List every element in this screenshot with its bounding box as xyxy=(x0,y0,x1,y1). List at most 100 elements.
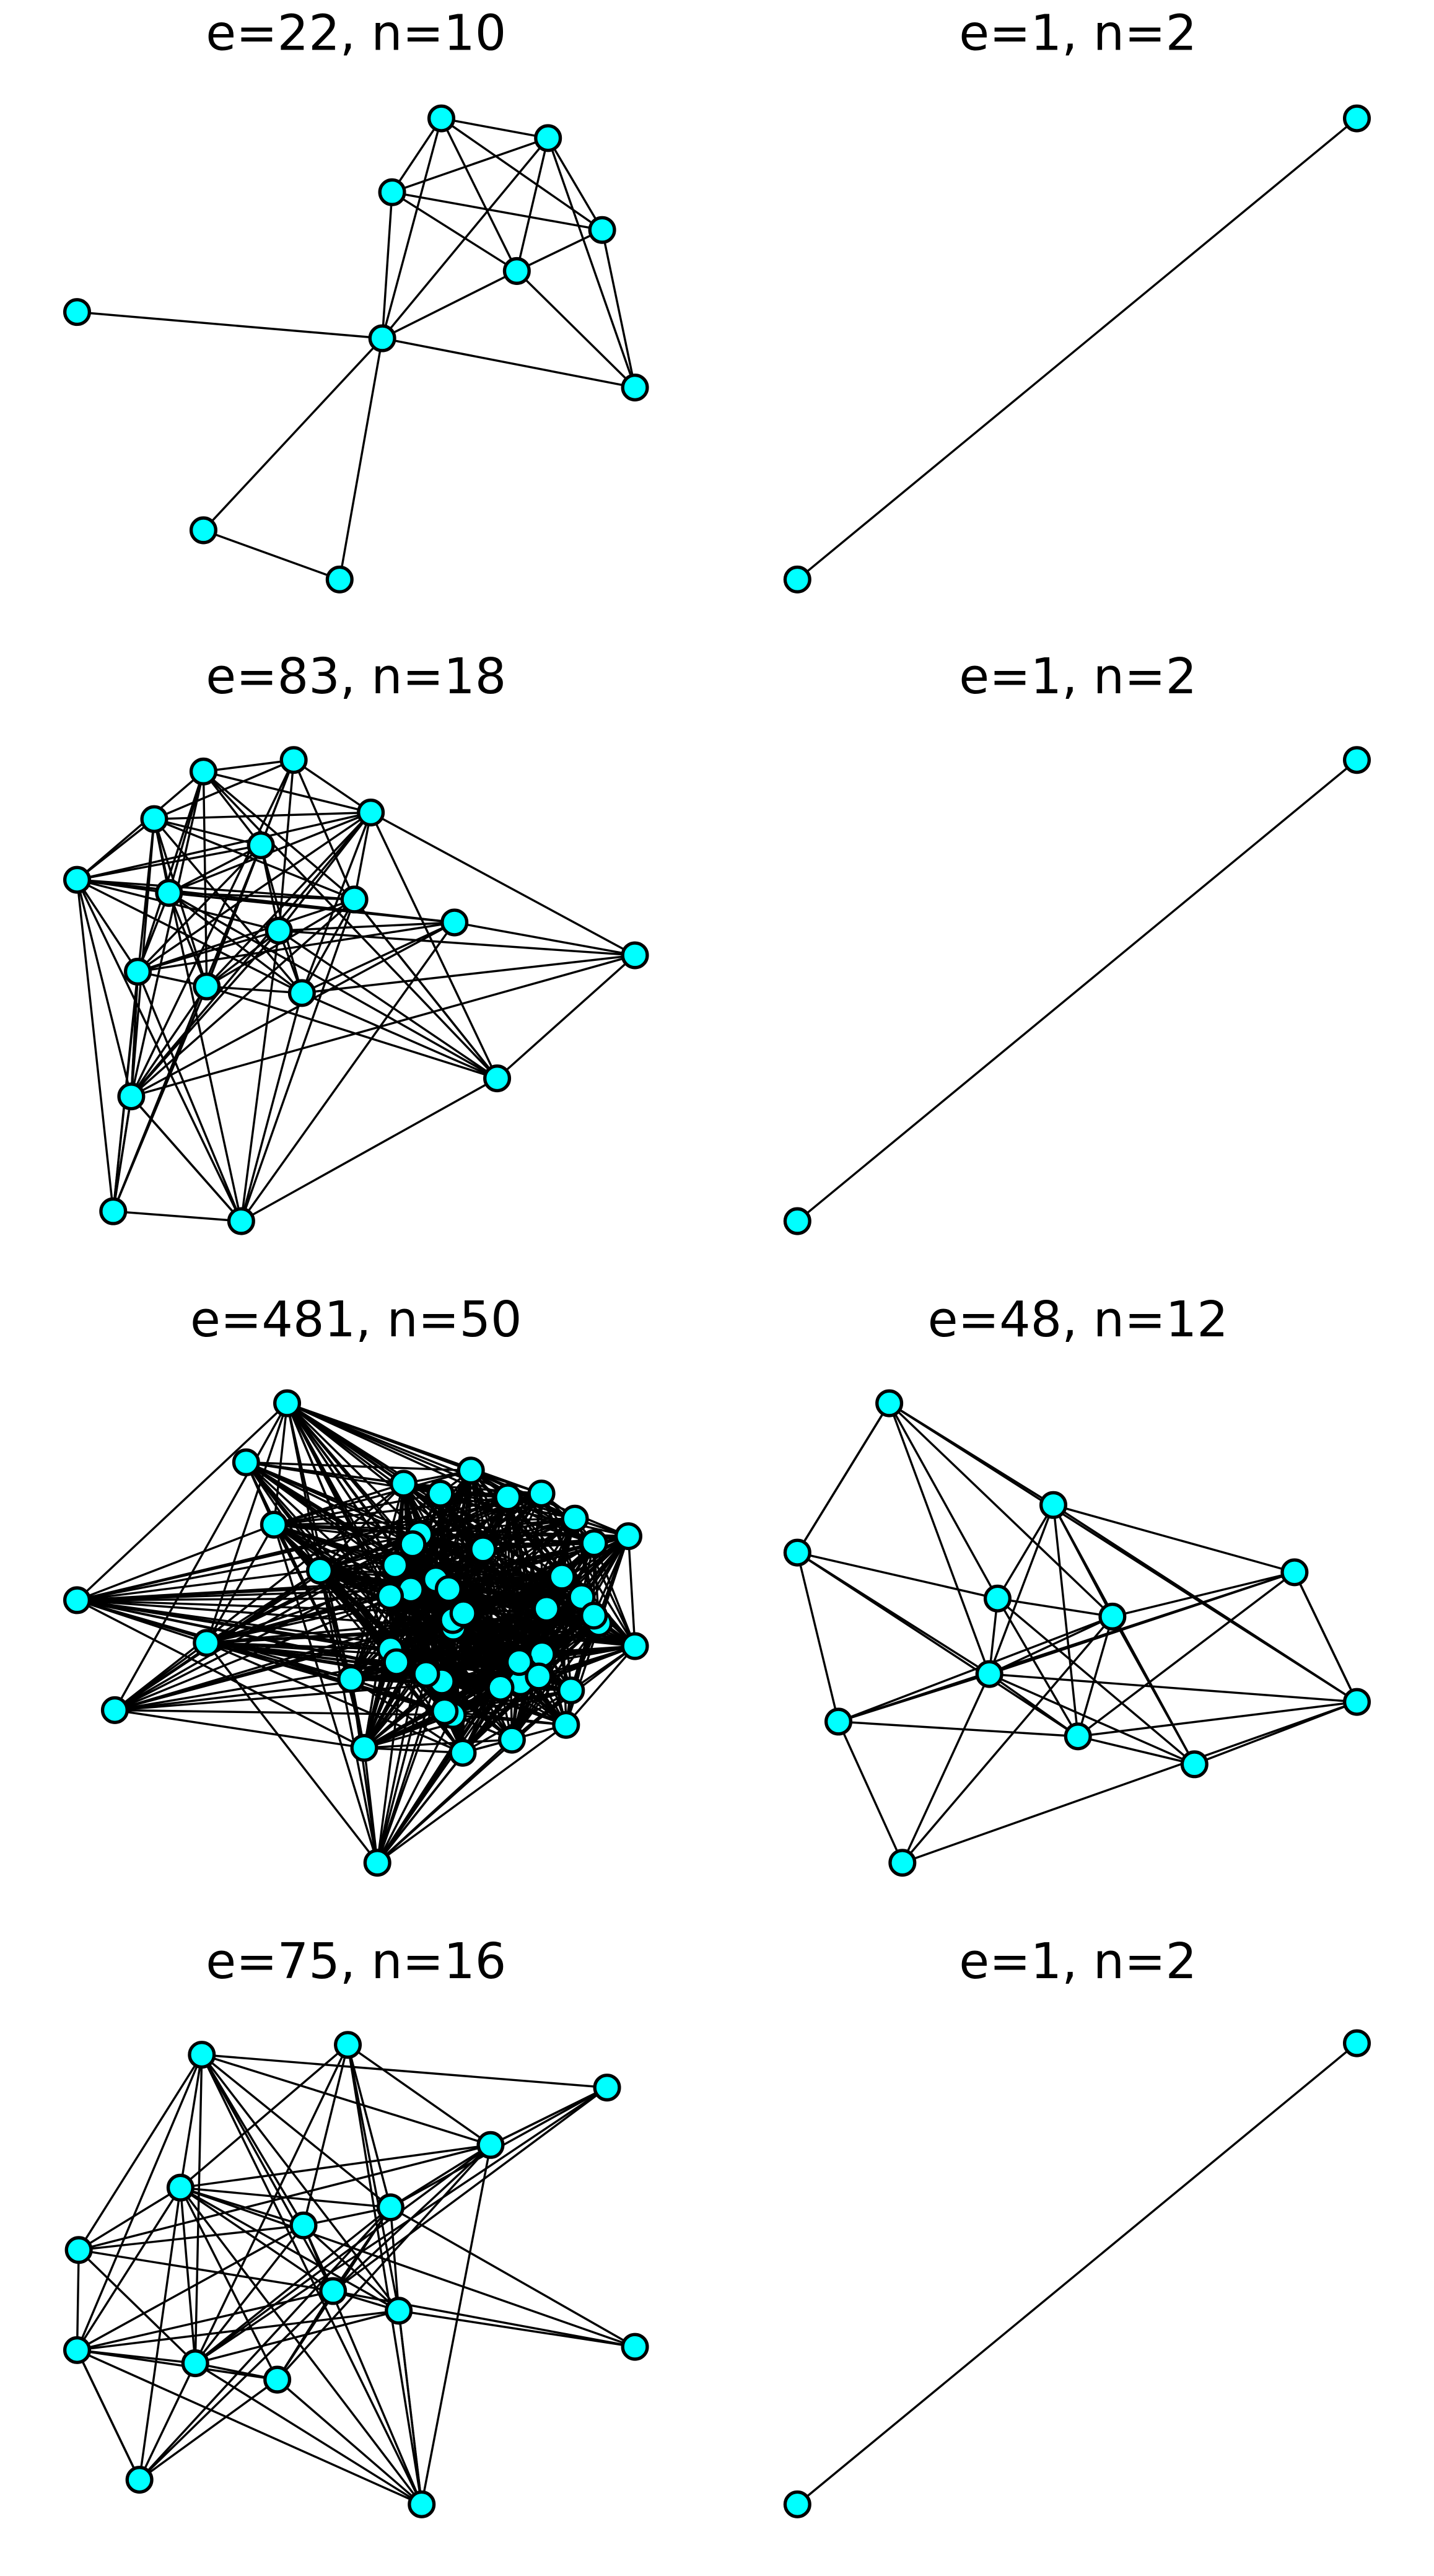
node xyxy=(142,807,167,831)
node xyxy=(562,1506,587,1531)
node xyxy=(190,2043,214,2067)
node xyxy=(623,2334,647,2359)
edge xyxy=(241,1079,497,1221)
graph-panel: e=83, n=18 xyxy=(65,647,647,1233)
edge xyxy=(77,312,382,338)
node xyxy=(623,375,647,400)
node xyxy=(500,1727,525,1752)
edge xyxy=(797,1553,997,1598)
node xyxy=(378,2195,403,2220)
node xyxy=(327,567,352,592)
node xyxy=(1100,1605,1125,1629)
node xyxy=(534,1597,559,1621)
node xyxy=(582,1531,606,1556)
node xyxy=(432,1699,457,1724)
node xyxy=(549,1564,574,1589)
node xyxy=(595,2075,619,2100)
node xyxy=(66,2238,91,2263)
edge xyxy=(442,118,603,230)
edge xyxy=(77,1403,287,1600)
edge xyxy=(797,1553,838,1722)
node xyxy=(504,259,529,284)
edge xyxy=(241,993,302,1221)
node xyxy=(281,748,306,773)
panel-title: e=22, n=10 xyxy=(206,4,506,62)
edge xyxy=(390,2207,398,2311)
node xyxy=(308,1558,333,1583)
edge xyxy=(371,813,635,955)
graph-panel: e=1, n=2 xyxy=(785,647,1369,1233)
edge xyxy=(77,880,113,1211)
node xyxy=(785,1540,810,1565)
edge xyxy=(1078,1702,1357,1737)
node xyxy=(458,1458,483,1483)
node xyxy=(103,1698,128,1723)
edge xyxy=(77,2188,180,2350)
edge xyxy=(797,1403,889,1553)
edge xyxy=(797,118,1357,579)
edge xyxy=(77,2225,304,2350)
node xyxy=(127,2468,152,2492)
node xyxy=(191,759,216,784)
node xyxy=(877,1391,902,1416)
node xyxy=(359,800,383,825)
panel-title: e=1, n=2 xyxy=(959,647,1197,705)
node xyxy=(890,1851,915,1875)
node xyxy=(101,1199,126,1224)
graph-panel: e=1, n=2 xyxy=(785,1932,1369,2517)
edge xyxy=(278,2380,422,2504)
node xyxy=(436,1577,461,1601)
node xyxy=(1345,748,1370,773)
node xyxy=(496,1485,520,1510)
node xyxy=(977,1662,1002,1686)
graph-panel: e=1, n=2 xyxy=(785,4,1369,592)
edge xyxy=(304,2225,422,2504)
edge xyxy=(195,2045,348,2364)
node xyxy=(1182,1752,1207,1777)
graph-panel: e=48, n=12 xyxy=(785,1290,1369,1875)
node xyxy=(590,217,614,242)
edge xyxy=(77,880,131,1097)
node xyxy=(248,833,273,858)
node xyxy=(384,1650,409,1675)
edge xyxy=(797,760,1357,1221)
node xyxy=(986,1586,1010,1611)
node xyxy=(536,126,561,151)
node xyxy=(195,1631,219,1655)
node xyxy=(387,2298,411,2323)
edge xyxy=(382,338,635,387)
node xyxy=(442,910,467,935)
node xyxy=(65,867,90,892)
node xyxy=(65,300,90,325)
edge xyxy=(839,1674,990,1722)
node xyxy=(383,1553,408,1578)
edge xyxy=(989,1674,1078,1737)
edge xyxy=(890,1403,1113,1616)
edge xyxy=(77,2250,79,2350)
edge xyxy=(399,2311,635,2347)
edge xyxy=(797,2043,1357,2504)
panel-title: e=75, n=16 xyxy=(206,1932,506,1990)
node xyxy=(623,1634,647,1658)
node xyxy=(428,1481,453,1506)
node xyxy=(234,1450,258,1475)
node xyxy=(391,1471,416,1496)
node xyxy=(1282,1560,1307,1585)
node xyxy=(826,1709,851,1734)
node xyxy=(1345,106,1370,131)
edge xyxy=(1078,1616,1113,1736)
node xyxy=(429,106,454,131)
edge xyxy=(890,1403,998,1598)
node xyxy=(529,1481,554,1506)
node xyxy=(183,2351,208,2376)
edge xyxy=(77,2311,398,2350)
edge xyxy=(333,2291,635,2347)
edge xyxy=(302,955,635,993)
node xyxy=(450,1740,475,1765)
edge xyxy=(195,2311,398,2364)
edge xyxy=(138,971,241,1221)
edge xyxy=(548,138,635,388)
edge xyxy=(382,271,517,338)
node xyxy=(554,1712,579,1737)
